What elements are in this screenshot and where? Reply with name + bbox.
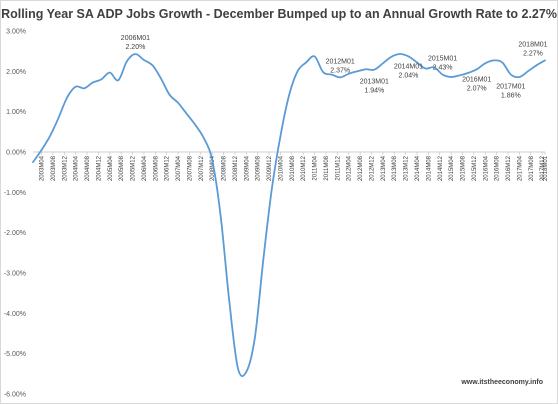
annotation-value: 2.20%: [125, 44, 145, 51]
x-tick-label: 2014M04: [415, 155, 421, 181]
series-line-adp-jobs-growth: [32, 53, 546, 377]
x-tick-label: 2007M04: [176, 155, 182, 181]
x-tick-label: 2006M12: [165, 155, 171, 181]
x-tick-label: 2006M04: [142, 155, 148, 181]
x-tick-label: 2005M08: [119, 155, 125, 181]
x-tick-label: 2011M12: [335, 155, 341, 180]
x-tick-label: 2010M04: [278, 155, 284, 181]
x-tick-label: 2016M08: [495, 155, 501, 181]
annotation-period: 2015M01: [428, 56, 457, 63]
y-tick-label: -6.00%: [4, 392, 26, 399]
x-tick-label: 2010M12: [301, 155, 307, 181]
x-tick-label: 2008M08: [222, 155, 228, 181]
annotation: 2006M01 2.20%: [121, 35, 150, 51]
x-tick-label: 2014M08: [426, 155, 432, 181]
x-tick-label: 2013M08: [392, 155, 398, 181]
annotations: 2006M01 2.20% 2012M01 2.37% 2013M01 1.94% 2014…: [121, 35, 548, 100]
y-tick-label: -2.00%: [4, 230, 26, 237]
x-tick-label: 2015M08: [461, 155, 467, 181]
annotation: 2017M01 1.86%: [496, 84, 525, 100]
x-tick-label: 2006M08: [153, 155, 159, 181]
y-tick-label: 0.00%: [6, 150, 26, 157]
x-tick-label: 2009M08: [256, 155, 262, 181]
y-tick-label: -1.00%: [4, 190, 26, 197]
y-tick-label: -4.00%: [4, 311, 26, 318]
x-tick-label: 2017M08: [529, 155, 535, 181]
annotation-value: 1.94%: [364, 88, 384, 95]
y-tick-label: 3.00%: [6, 29, 26, 36]
y-tick-label: 1.00%: [6, 109, 26, 116]
x-tick-label: 2004M12: [96, 155, 102, 181]
annotation: 2013M01 1.94%: [360, 79, 389, 95]
source-label: www.itstheeconomy.info: [460, 379, 543, 386]
y-tick-label: 2.00%: [6, 69, 26, 76]
annotation-value: 2.27%: [523, 50, 543, 57]
annotation-value: 2.07%: [467, 85, 487, 92]
x-tick-label: 2017M04: [517, 155, 523, 181]
x-tick-label: 2013M12: [404, 155, 410, 181]
x-axis: 2003M04 2003M08 2003M12 2004M04 2004M08 2004M…: [33, 151, 549, 181]
x-tick-label: 2015M12: [472, 155, 478, 181]
annotation: 2016M01 2.07%: [462, 76, 491, 92]
x-tick-label: 2016M12: [506, 155, 512, 181]
x-tick-label: 2017M12: [540, 155, 546, 181]
annotation-value: 2.43%: [433, 65, 453, 72]
annotation-value: 2.37%: [330, 67, 350, 74]
y-axis: 3.00% 2.00% 1.00% 0.00% -1.00% -2.00% -3.00% -4…: [4, 29, 26, 399]
annotation-period: 2014M01: [394, 63, 423, 70]
annotation-value: 1.86%: [501, 93, 521, 100]
y-tick-label: -5.00%: [4, 351, 26, 358]
x-tick-label: 2005M12: [131, 155, 137, 181]
annotation-period: 2012M01: [326, 58, 355, 65]
annotation-value: 2.04%: [399, 72, 419, 79]
x-tick-label: 2010M08: [290, 155, 296, 181]
x-tick-label: 2018M01: [543, 155, 549, 181]
x-tick-label: 2003M08: [51, 155, 57, 181]
x-tick-label: 2003M12: [62, 155, 68, 181]
x-tick-label: 2012M08: [358, 155, 364, 181]
x-tick-label: 2013M04: [381, 155, 387, 181]
annotation-period: 2016M01: [462, 76, 491, 83]
x-tick-label: 2005M04: [108, 155, 114, 181]
annotation: 2018M01 2.27%: [518, 41, 547, 57]
x-tick-label: 2016M04: [483, 155, 489, 181]
annotation-period: 2013M01: [360, 79, 389, 86]
x-tick-label: 2008M12: [233, 155, 239, 181]
x-tick-label: 2007M12: [199, 155, 205, 181]
x-tick-label: 2003M04: [40, 155, 46, 181]
annotation: 2012M01 2.37%: [326, 58, 355, 74]
annotation: 2015M01 2.43%: [428, 56, 457, 72]
x-tick-label: 2007M08: [187, 155, 193, 181]
annotation: 2014M01 2.04%: [394, 63, 423, 79]
x-tick-label: 2012M12: [369, 155, 375, 181]
x-tick-label: 2009M12: [267, 155, 273, 181]
x-tick-label: 2014M12: [438, 155, 444, 181]
x-tick-label: 2011M04: [313, 155, 319, 180]
annotation-period: 2018M01: [518, 41, 547, 48]
x-tick-label: 2015M04: [449, 155, 455, 181]
x-tick-label: 2004M04: [74, 155, 80, 181]
y-tick-label: -3.00%: [4, 271, 26, 278]
x-tick-label: 2004M08: [85, 155, 91, 181]
annotation-period: 2006M01: [121, 35, 150, 42]
x-tick-label: 2011M08: [324, 155, 330, 180]
x-tick-label: 2009M04: [244, 155, 250, 181]
chart-title: Rolling Year SA ADP Jobs Growth - Decemb…: [1, 7, 557, 21]
annotation-period: 2017M01: [496, 84, 525, 91]
x-tick-label: 2012M04: [347, 155, 353, 181]
